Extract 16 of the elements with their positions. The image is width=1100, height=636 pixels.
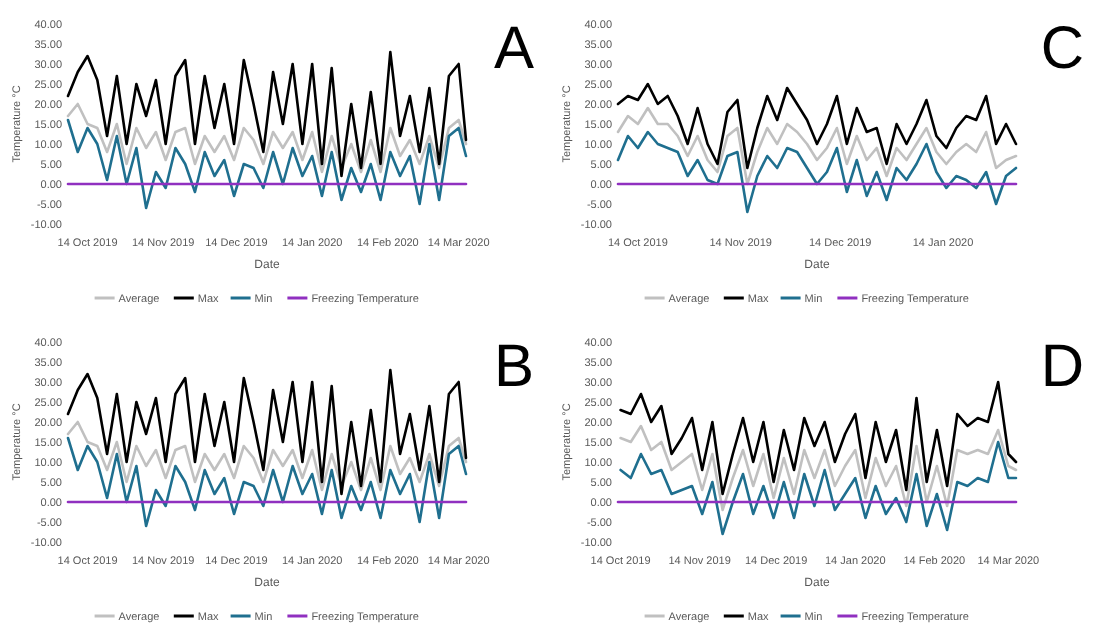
chart-title: B: [493, 334, 534, 400]
line-series: [66, 436, 468, 528]
line-series: [66, 50, 468, 178]
line-series: [66, 420, 468, 492]
chart-title: C: [1040, 16, 1084, 82]
line-series: [619, 380, 1018, 496]
line-series: [619, 424, 1018, 512]
line-series: [66, 102, 468, 174]
chart-title: D: [1040, 334, 1084, 400]
line-series: [616, 106, 1018, 186]
line-series: [66, 118, 468, 210]
line-series: [66, 368, 468, 496]
chart-title: A: [493, 16, 534, 82]
line-series: [616, 130, 1018, 214]
line-series: [616, 82, 1018, 170]
line-series: [619, 440, 1018, 536]
